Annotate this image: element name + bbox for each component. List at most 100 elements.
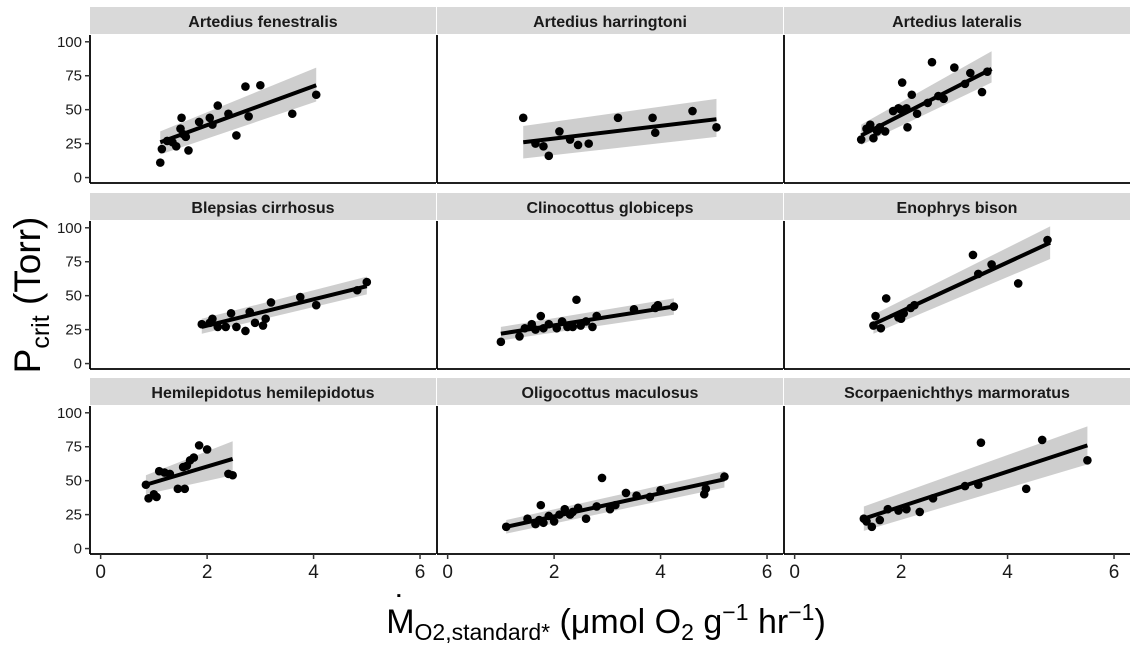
regression-line bbox=[860, 67, 993, 138]
data-point bbox=[875, 515, 885, 525]
data-point bbox=[311, 300, 321, 310]
data-point bbox=[241, 326, 250, 336]
data-point bbox=[1021, 484, 1031, 494]
data-point bbox=[588, 322, 597, 332]
data-point bbox=[184, 146, 193, 155]
data-point bbox=[648, 113, 657, 123]
facet-panel: Enophrys bison bbox=[783, 193, 1130, 370]
data-point bbox=[189, 453, 199, 462]
data-point bbox=[869, 133, 878, 143]
facet-title: Hemilepidotus hemilepidotus bbox=[151, 385, 374, 402]
data-point bbox=[205, 113, 215, 123]
data-point bbox=[584, 139, 594, 148]
facet-strip bbox=[90, 193, 436, 220]
regression-line bbox=[505, 477, 725, 529]
regression-line bbox=[500, 304, 675, 336]
data-point bbox=[867, 522, 877, 532]
data-point bbox=[907, 90, 917, 100]
x-axis-title-sub: O2,standard* bbox=[415, 619, 551, 645]
regression-line bbox=[201, 284, 368, 329]
x-tick-label: 2 bbox=[202, 562, 213, 583]
confidence-band bbox=[160, 67, 317, 155]
y-tick-label: 0 bbox=[74, 541, 82, 558]
x-tick-label: 4 bbox=[1002, 562, 1013, 583]
facet-strip bbox=[784, 193, 1130, 220]
facet-title: Artedius fenestralis bbox=[188, 14, 337, 31]
y-axis-title-rest: (Torr) bbox=[7, 217, 48, 316]
y-tick-label: 0 bbox=[74, 170, 82, 187]
x-tick-label: 2 bbox=[896, 562, 907, 583]
data-point bbox=[177, 113, 186, 123]
facet-strip bbox=[784, 378, 1130, 405]
y-tick-label: 0 bbox=[74, 356, 82, 373]
x-axis-title-sub2: 2 bbox=[681, 619, 694, 645]
data-point bbox=[250, 318, 260, 328]
data-point bbox=[157, 144, 167, 154]
y-tick-label: 50 bbox=[65, 102, 82, 119]
data-point bbox=[152, 492, 161, 502]
data-point bbox=[1037, 435, 1047, 445]
data-point bbox=[295, 292, 305, 302]
x-axis-title-sup2: −1 bbox=[788, 599, 814, 625]
x-tick-label: 0 bbox=[442, 562, 453, 583]
data-point bbox=[311, 90, 321, 100]
data-point bbox=[950, 63, 959, 72]
data-point bbox=[155, 158, 165, 167]
y-tick-label: 25 bbox=[65, 507, 82, 524]
data-point bbox=[226, 309, 236, 318]
y-tick-label: 75 bbox=[65, 254, 82, 271]
data-point bbox=[903, 123, 912, 132]
facet-strip bbox=[437, 193, 783, 220]
data-point bbox=[241, 82, 250, 91]
data-point bbox=[515, 332, 524, 341]
data-point bbox=[573, 140, 583, 150]
regression-line bbox=[159, 83, 317, 145]
facet-strip bbox=[437, 378, 783, 405]
y-tick-label: 75 bbox=[65, 68, 82, 85]
data-point bbox=[915, 507, 925, 517]
facet-panel: Oligocottus maculosus 0 2 4 6 bbox=[436, 378, 783, 583]
data-point bbox=[856, 135, 866, 144]
facet-title: Clinocottus globiceps bbox=[526, 200, 693, 217]
y-tick-label: 100 bbox=[57, 405, 82, 422]
data-point bbox=[1013, 279, 1023, 288]
data-point bbox=[362, 277, 372, 287]
data-point bbox=[202, 445, 212, 454]
y-axis-title: Pcrit (Torr) bbox=[7, 217, 55, 374]
x-axis-title: MO2,standard* (μmol O2 g−1 hr−1) bbox=[386, 599, 826, 645]
data-point bbox=[213, 101, 223, 110]
data-point bbox=[261, 314, 270, 324]
data-point bbox=[597, 473, 607, 483]
facet-panel: Artedius fenestralis 0 25 50 75 100 bbox=[57, 7, 436, 187]
x-tick-label: 2 bbox=[549, 562, 560, 583]
data-point bbox=[897, 78, 907, 87]
data-point bbox=[555, 127, 564, 136]
data-point bbox=[688, 106, 697, 116]
facet-strip bbox=[784, 7, 1130, 34]
data-point bbox=[912, 109, 922, 119]
regression-line bbox=[522, 117, 717, 145]
data-point bbox=[266, 298, 276, 307]
y-axis-title-main: P bbox=[7, 349, 48, 374]
facet-strip bbox=[437, 7, 783, 34]
y-tick-label: 25 bbox=[65, 136, 82, 153]
x-axis-title-sup1: −1 bbox=[722, 599, 748, 625]
facet-panel: Clinocottus globiceps bbox=[436, 193, 783, 370]
y-tick-label: 100 bbox=[57, 220, 82, 237]
x-tick-label: 0 bbox=[95, 562, 106, 583]
x-axis-title-dot: ˙ bbox=[395, 589, 406, 627]
x-axis-title-rest2: g bbox=[694, 603, 722, 641]
x-tick-label: 6 bbox=[415, 562, 426, 583]
y-axis-title-sub: crit bbox=[27, 315, 55, 348]
data-point bbox=[927, 57, 937, 67]
facet-panel: Hemilepidotus hemilepidotus 0 25 50 75 100 0 2 4… bbox=[57, 378, 436, 583]
data-point bbox=[232, 322, 241, 332]
y-tick-label: 50 bbox=[65, 288, 82, 305]
facet-panels: Artedius fenestralis 0 25 50 75 100 Artedius h… bbox=[57, 7, 1130, 583]
confidence-band bbox=[863, 426, 1088, 531]
facet-title: Oligocottus maculosus bbox=[522, 385, 699, 402]
data-point bbox=[232, 131, 241, 140]
regression-line bbox=[863, 443, 1089, 521]
data-point bbox=[865, 120, 875, 129]
